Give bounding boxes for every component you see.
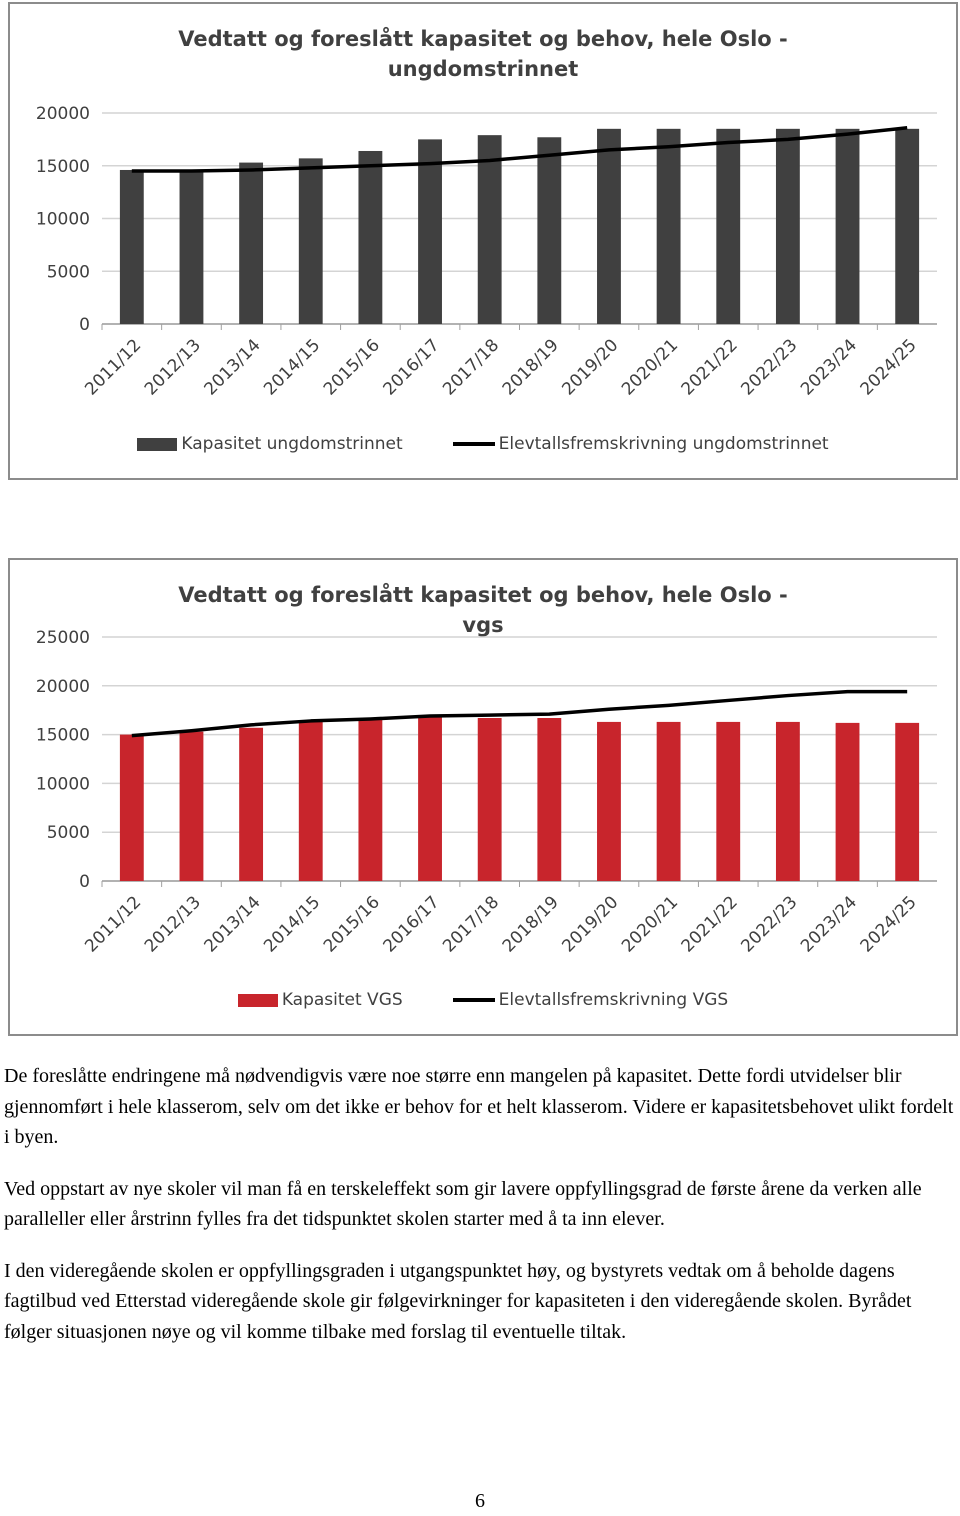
x-tick-label: 2016/17	[379, 335, 443, 399]
x-tick-label: 2014/15	[260, 892, 324, 956]
x-tick-label: 2024/25	[857, 335, 921, 399]
bar	[656, 128, 681, 324]
x-tick-label: 2012/13	[141, 335, 205, 399]
bar	[775, 721, 800, 881]
legend-label: Elevtallsfremskrivning VGS	[498, 990, 729, 1010]
x-tick-label: 2019/20	[558, 892, 622, 956]
y-tick-label: 10000	[36, 210, 90, 230]
bar	[418, 139, 442, 324]
x-tick-label: 2011/12	[81, 892, 145, 956]
x-tick-label: 2023/24	[797, 335, 861, 399]
chart-panel: Vedtatt og foreslått kapasitet og behov,…	[8, 2, 958, 480]
legend-swatch	[137, 437, 178, 451]
chart-title: Vedtatt og foreslått kapasitet og behov,…	[178, 27, 788, 81]
paragraph: Ved oppstart av nye skoler vil man få en…	[4, 1177, 922, 1231]
bar	[895, 128, 920, 324]
x-tick-label: 2012/13	[141, 892, 205, 956]
y-tick-label: 20000	[36, 104, 90, 124]
bar	[775, 128, 800, 324]
x-tick-label: 2021/22	[678, 892, 742, 956]
bar	[835, 722, 860, 881]
x-tick-label: 2020/21	[618, 892, 682, 956]
page-number: 6	[475, 1490, 485, 1512]
x-tick-label: 2017/18	[439, 335, 503, 399]
bar	[298, 720, 323, 881]
bar	[716, 128, 741, 324]
legend-swatch	[452, 998, 495, 1002]
bar	[239, 162, 264, 324]
x-tick-label: 2017/18	[439, 892, 503, 956]
x-tick-label: 2020/21	[618, 335, 682, 399]
y-tick-label: 10000	[36, 774, 90, 794]
x-tick-label: 2015/16	[320, 335, 384, 399]
legend-swatch	[237, 993, 278, 1007]
line	[131, 689, 908, 738]
bar	[239, 727, 264, 881]
chart-title: Vedtatt og foreslått kapasitet og behov,…	[178, 583, 788, 637]
bar	[298, 158, 323, 324]
bar	[537, 137, 562, 324]
legend: Kapasitet VGS Elevtallsfremskrivning VGS	[10, 990, 956, 1010]
x-tick-label: 2022/23	[737, 892, 801, 956]
legend-item: Elevtallsfremskrivning VGS	[452, 990, 729, 1010]
bar	[418, 716, 442, 881]
x-tick-label: 2018/19	[499, 335, 563, 399]
y-tick-label: 5000	[47, 823, 90, 843]
bar	[597, 128, 621, 324]
x-tick-label: 2024/25	[857, 892, 921, 956]
x-tick-label: 2023/24	[797, 892, 861, 956]
bar	[179, 731, 204, 881]
bar	[895, 722, 920, 881]
bar	[835, 128, 860, 324]
x-tick-label: 2014/15	[260, 335, 324, 399]
y-tick-label: 20000	[36, 677, 90, 697]
legend-label: Kapasitet VGS	[281, 990, 403, 1010]
legend-item: Kapasitet ungdomstrinnet	[137, 434, 403, 454]
x-tick-label: 2015/16	[320, 892, 384, 956]
bar	[119, 169, 144, 324]
chart: 05000100001500020000250002011/122012/132…	[36, 628, 937, 956]
bar	[597, 721, 621, 881]
line	[131, 126, 908, 173]
legend-swatch	[452, 442, 495, 446]
y-tick-label: 5000	[47, 262, 90, 282]
legend: Kapasitet ungdomstrinnet Elevtallsfremskr…	[10, 434, 956, 454]
x-tick-label: 2022/23	[737, 335, 801, 399]
legend-label: Elevtallsfremskrivning ungdomstrinnet	[498, 434, 829, 454]
chart-panel: Vedtatt og foreslått kapasitet og behov,…	[8, 558, 958, 1036]
y-tick-label: 15000	[36, 157, 90, 177]
bar	[477, 718, 502, 881]
x-tick-label: 2013/14	[201, 892, 265, 956]
bar	[537, 718, 562, 881]
y-tick-label: 0	[79, 872, 90, 892]
y-tick-label: 15000	[36, 726, 90, 746]
x-tick-label: 2018/19	[499, 892, 563, 956]
x-tick-label: 2013/14	[201, 335, 265, 399]
bar	[656, 721, 681, 881]
bar	[358, 718, 383, 881]
bar	[716, 721, 741, 881]
bar	[477, 135, 502, 324]
bar	[358, 150, 383, 324]
paragraph: De foreslåtte endringene må nødvendigvis…	[4, 1065, 954, 1148]
y-tick-label: 0	[79, 315, 90, 335]
bar	[119, 734, 144, 881]
bar	[179, 169, 204, 324]
x-tick-label: 2011/12	[81, 335, 145, 399]
body-text: De foreslåtte endringene må nødvendigvis…	[4, 1061, 956, 1368]
x-tick-label: 2021/22	[678, 335, 742, 399]
x-tick-label: 2016/17	[379, 892, 443, 956]
legend-item: Elevtallsfremskrivning ungdomstrinnet	[452, 434, 829, 454]
paragraph: I den videregående skolen er oppfyllings…	[4, 1259, 912, 1343]
legend-item: Kapasitet VGS	[237, 990, 403, 1010]
legend-label: Kapasitet ungdomstrinnet	[181, 434, 403, 454]
x-tick-label: 2019/20	[558, 335, 622, 399]
y-tick-label: 25000	[36, 628, 90, 648]
chart: 0 5000 10000 15000 20000 2011/122012/132013/1…	[36, 104, 937, 399]
